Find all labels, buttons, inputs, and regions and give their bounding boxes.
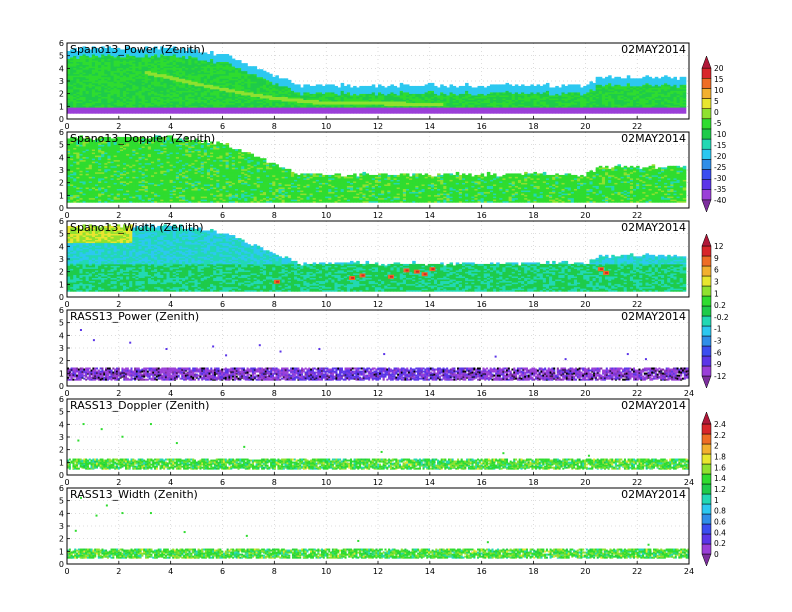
radar-figure: Spano13_Power (Zenith) 02MAY201401234560 2…	[0, 0, 792, 612]
data-marks	[67, 46, 686, 113]
